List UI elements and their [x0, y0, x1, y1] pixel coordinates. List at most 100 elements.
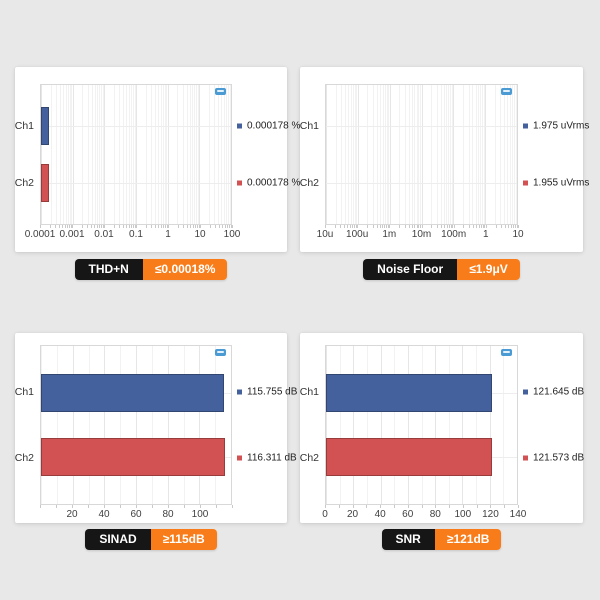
axis-tick: [379, 225, 381, 228]
minor-gridline: [56, 85, 58, 224]
axis-tick-label: 0.001: [59, 229, 85, 240]
minor-gridline: [500, 85, 502, 224]
axis-tick: [200, 505, 201, 508]
minor-gridline: [436, 85, 438, 224]
axis-tick: [386, 225, 388, 228]
axis-tick: [469, 225, 470, 228]
ch1-marker-icon: [237, 389, 242, 395]
axis-tick: [200, 225, 201, 228]
axis-tick: [473, 225, 475, 228]
row-gridline: [41, 182, 231, 184]
axis-tick: [227, 225, 229, 228]
axis-tick: [382, 225, 384, 228]
minor-gridline: [160, 85, 162, 224]
minor-gridline: [208, 85, 210, 224]
ch2-value-label: 0.000178 %: [247, 177, 301, 189]
axis-tick: [96, 225, 98, 228]
minor-gridline: [214, 85, 216, 224]
major-gridline: [389, 85, 391, 224]
minor-gridline: [446, 85, 448, 224]
axis-tick: [232, 505, 233, 508]
axis-tick: [325, 505, 326, 508]
bar-ch1: [326, 373, 492, 412]
axis-tick: [168, 225, 169, 228]
axis-tick: [151, 225, 153, 228]
axis-tick: [230, 225, 232, 228]
minor-gridline: [504, 85, 506, 224]
axis-tick: [504, 505, 506, 508]
minor-gridline: [388, 85, 390, 224]
minor-gridline: [177, 85, 179, 224]
axis-tick: [100, 225, 102, 228]
minor-gridline: [87, 85, 89, 224]
axis-tick: [478, 225, 480, 228]
axis-tick: [421, 225, 423, 228]
badge-spec-value: ≤0.00018%: [142, 259, 228, 280]
minor-gridline: [218, 85, 220, 224]
ch1-marker-icon: [237, 123, 242, 129]
ch1-value-row: 1.975 uVrms: [523, 120, 589, 131]
axis-tick-label: 100: [454, 509, 472, 520]
axis-tick-label: 1m: [382, 229, 397, 240]
axis-tick: [198, 225, 200, 228]
ch1-value-row: 115.755 dB: [237, 387, 297, 398]
minor-gridline: [450, 85, 452, 224]
major-gridline: [104, 85, 106, 224]
axis-tick: [347, 225, 349, 228]
major-gridline: [407, 346, 409, 504]
chart-panel-sinad: Ch1 Ch2 115.755 dB 116.311 dB 20 40 60 80 10…: [15, 333, 297, 550]
minor-gridline: [151, 346, 153, 504]
axis-tick: [376, 225, 378, 228]
spec-badge: SNR ≥121dB: [381, 529, 502, 550]
axis-tick-label: 80: [162, 509, 174, 520]
badge-metric-name: SINAD: [85, 529, 151, 550]
major-gridline: [380, 346, 382, 504]
axis-tick: [132, 225, 134, 228]
axis-tick: [134, 225, 136, 228]
minor-gridline: [94, 85, 96, 224]
axis-tick: [152, 505, 153, 508]
axis-tick: [81, 225, 83, 228]
axis-tick: [352, 505, 354, 508]
axis-tick: [59, 225, 61, 228]
axis-tick: [334, 225, 336, 228]
minor-gridline: [126, 85, 128, 224]
major-gridline: [199, 85, 201, 224]
minor-gridline: [155, 85, 157, 224]
axis-tick: [420, 225, 422, 228]
minor-gridline: [166, 85, 168, 224]
row-gridline: [326, 126, 517, 127]
axis-tick: [518, 225, 519, 228]
minor-gridline: [196, 85, 198, 224]
minor-gridline: [440, 85, 442, 224]
badge-metric-name: THD+N: [74, 259, 143, 280]
minor-gridline: [131, 85, 133, 224]
axis-tick-label: 100: [223, 229, 241, 240]
axis-tick: [387, 225, 389, 228]
category-label-ch2: Ch2: [299, 177, 319, 190]
spec-badge: THD+N ≤0.00018%: [74, 259, 228, 280]
ch1-marker-icon: [523, 123, 528, 129]
axis-tick: [450, 225, 452, 228]
axis-tick: [128, 225, 130, 228]
minor-gridline: [189, 85, 191, 224]
major-gridline: [326, 85, 327, 224]
axis-tick: [104, 505, 105, 508]
axis-tick: [184, 505, 185, 508]
axis-tick: [505, 225, 507, 228]
ch1-value-row: 0.000178 %: [237, 120, 300, 131]
row-gridline: [41, 126, 231, 127]
axis-tick: [232, 225, 233, 228]
minor-gridline: [197, 85, 199, 224]
axis-tick: [352, 225, 354, 228]
minor-gridline: [416, 85, 418, 224]
bar-ch1: [41, 107, 49, 145]
plot-area: [40, 84, 232, 225]
minor-gridline: [478, 85, 480, 224]
axis-tick: [164, 225, 166, 228]
value-labels: 115.755 dB 116.311 dB: [232, 345, 297, 505]
major-gridline: [326, 346, 327, 504]
spec-badge: SINAD ≥115dB: [85, 529, 217, 550]
axis-tick-label: 100: [191, 509, 209, 520]
minor-gridline: [145, 85, 147, 224]
